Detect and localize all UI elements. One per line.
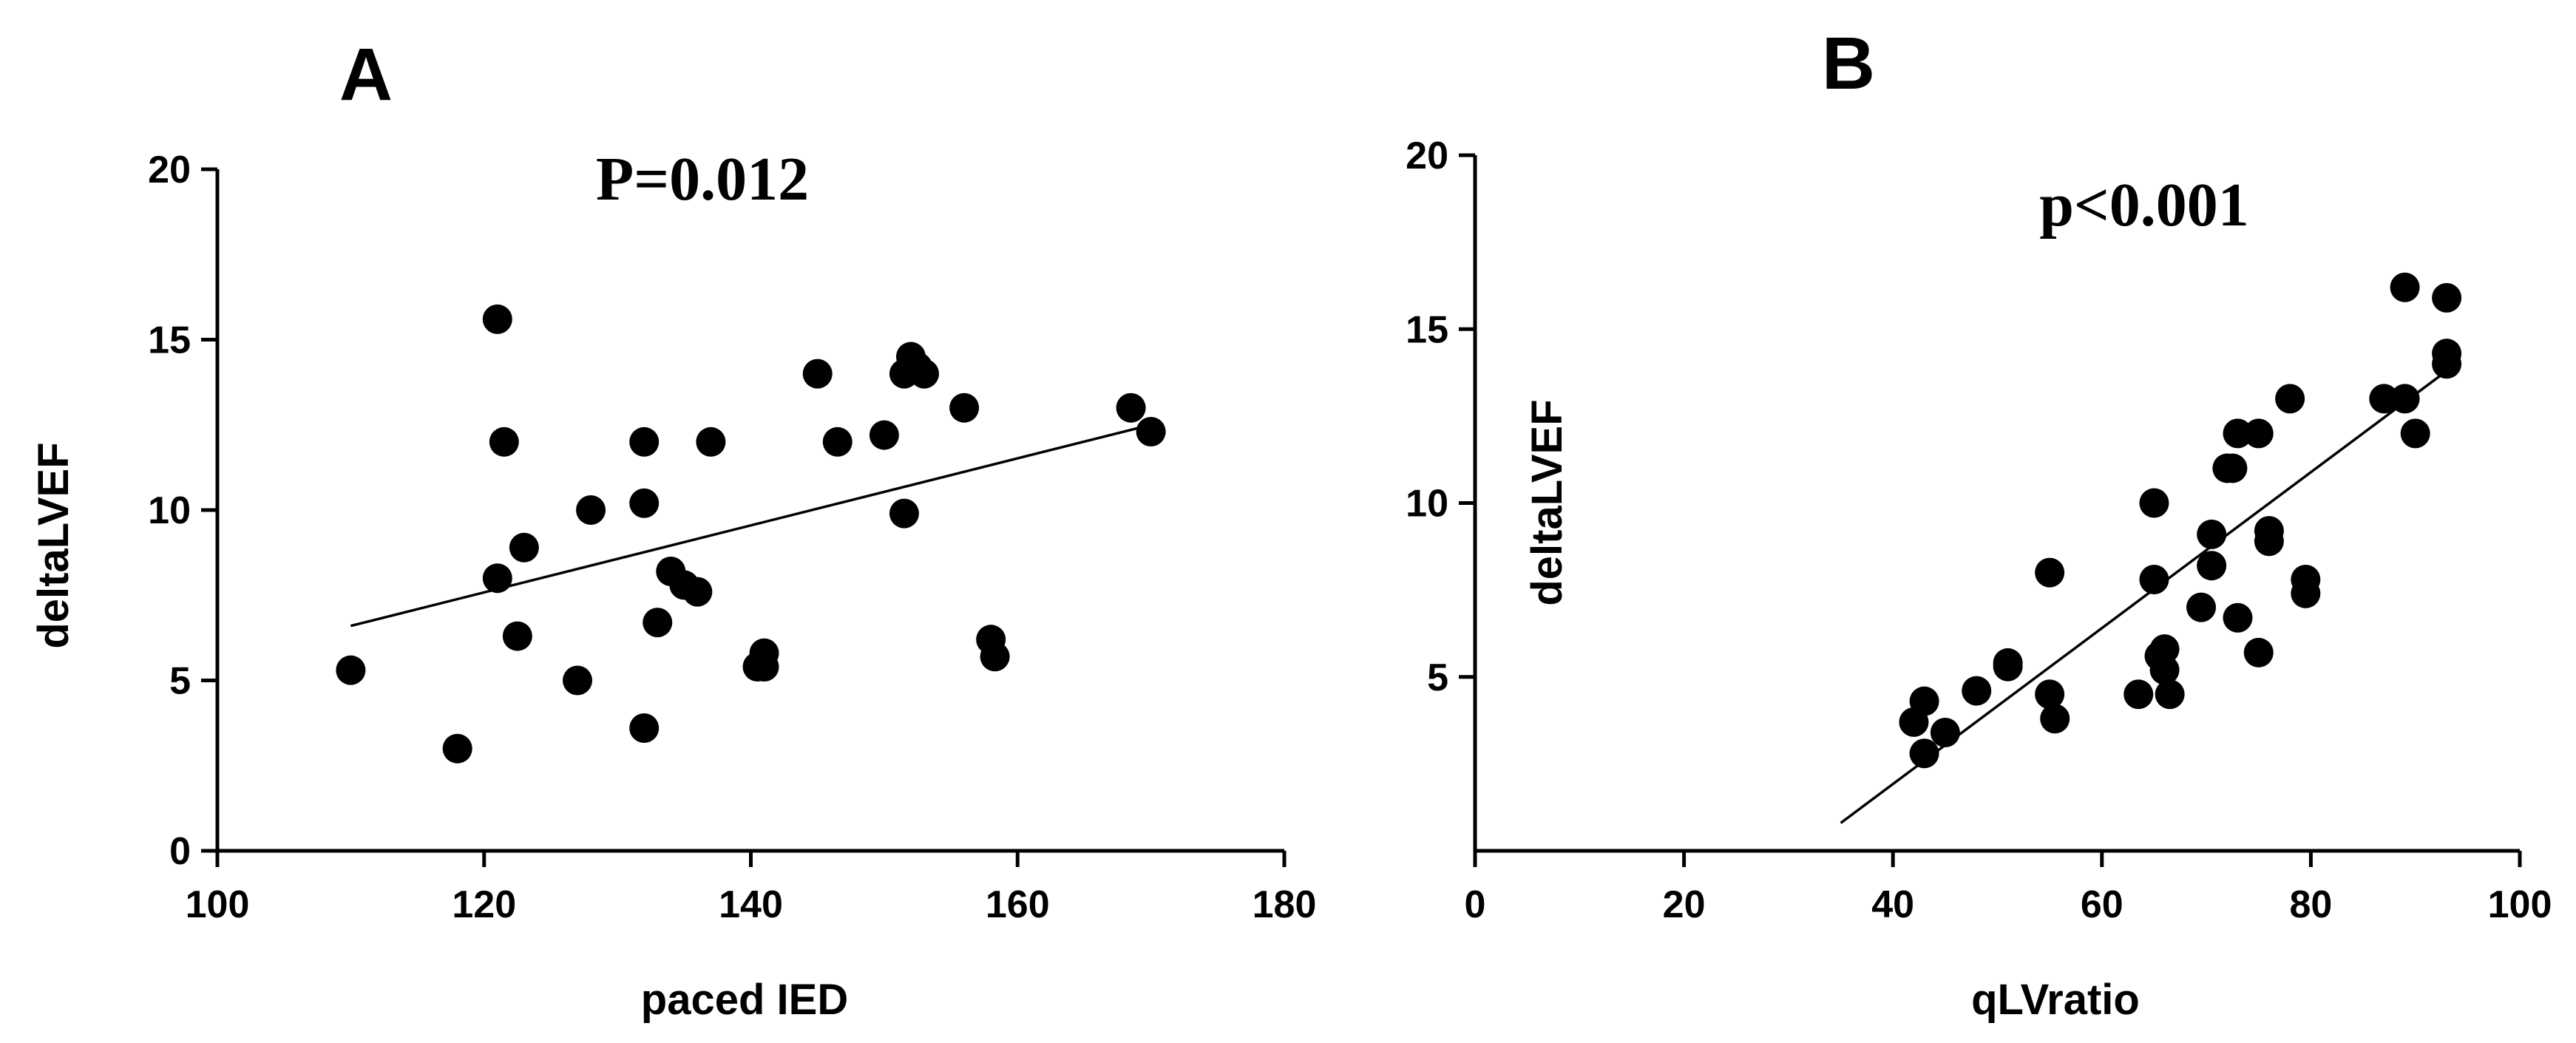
panel-b-p-value: p<0.001: [2039, 171, 2249, 239]
panel-a-y-axis-title: deltaLVEF: [30, 442, 78, 648]
panel-b-data-point: [2155, 679, 2185, 710]
panel-a-x-tick-label: 100: [186, 883, 250, 926]
panel-b-x-tick-label: 60: [2081, 883, 2123, 926]
panel-a-data-point: [889, 498, 919, 529]
panel-a-data-point: [502, 621, 532, 651]
panel-b-y-tick-label: 5: [1427, 656, 1448, 699]
panel-b-data-point: [2275, 384, 2305, 414]
panel-a-y-tick-label: 20: [148, 149, 191, 191]
panel-b-y-tick-label: 20: [1406, 135, 1448, 177]
panel-b-data-point: [2432, 349, 2462, 379]
panel-b-regression-line: [1840, 370, 2448, 824]
panel-b-x-tick-label: 0: [1465, 883, 1486, 926]
panel-b-data-point: [2291, 578, 2321, 608]
panel-a-label: A: [339, 33, 393, 116]
panel-a-data-point: [629, 427, 660, 457]
panel-a-x-tick-label: 140: [719, 883, 783, 926]
panel-a-data-point: [869, 420, 899, 450]
panel-b-y-tick-label: 10: [1406, 483, 1448, 526]
panel-b-data-point: [1909, 686, 1939, 716]
panel-b-scatter-plot: B p<0.001 qLVratio deltaLVEF 5 10 15 20 0 20 4…: [1406, 22, 2552, 1024]
panel-b-data-point: [2390, 272, 2420, 302]
panel-a-data-point: [682, 577, 713, 607]
panel-b-data-point: [2432, 282, 2462, 313]
panel-b-data-point: [2390, 384, 2420, 414]
panel-b-data-point: [1930, 718, 1960, 748]
panel-b-x-tick-label: 40: [1871, 883, 1914, 926]
panel-a-y-tick-label: 10: [148, 489, 191, 532]
panel-b-data-point: [2400, 418, 2430, 449]
panel-a-x-tick-label: 120: [452, 883, 516, 926]
panel-a-data-point: [509, 532, 539, 563]
panel-a-data-point: [482, 304, 512, 334]
panel-a-data-point: [489, 427, 519, 457]
panel-a-data-point: [629, 488, 660, 518]
panel-b-data-point: [2186, 592, 2217, 622]
panel-a-data-point: [1116, 393, 1146, 423]
panel-a-data-point: [442, 733, 472, 764]
panel-a-data-point: [482, 563, 512, 594]
panel-b-y-axis-title: deltaLVEF: [1523, 399, 1571, 605]
panel-a-data-point: [980, 642, 1010, 672]
panel-b-data-point: [1962, 676, 1992, 706]
panel-b-data-point: [2123, 679, 2154, 710]
panel-a-data-point: [1136, 416, 1166, 446]
panel-b-data-point: [2197, 551, 2227, 581]
panel-a-data-point: [563, 665, 593, 696]
panel-a-x-tick-label: 160: [986, 883, 1050, 926]
panel-a-data-point: [643, 608, 673, 638]
panel-b-data-point: [1993, 648, 2023, 678]
panel-a-data-point: [749, 652, 779, 682]
panel-b-x-axis-title: qLVratio: [1971, 976, 2140, 1024]
panel-a-data-point: [576, 495, 606, 525]
panel-b-data-point: [2243, 637, 2274, 667]
panel-b-data-point: [2139, 488, 2169, 518]
panel-a-data-point: [822, 427, 853, 457]
panel-b-data-point: [2197, 519, 2227, 549]
panel-b-data-point: [2223, 418, 2253, 449]
panel-b-data-point: [2254, 526, 2284, 557]
panel-a-x-tick-label: 180: [1253, 883, 1317, 926]
panel-b-data-point: [2149, 634, 2180, 665]
panel-a-data-point: [802, 359, 833, 389]
panel-a-x-axis-title: paced IED: [641, 976, 848, 1024]
panel-b-data-point: [2243, 418, 2274, 449]
panel-a-data-point: [949, 393, 980, 423]
panel-b-label: B: [1822, 22, 1875, 105]
panel-b-data-point: [2035, 557, 2065, 588]
panel-b-data-point: [2217, 453, 2248, 483]
panel-a-data-point: [696, 427, 726, 457]
panel-b-data-point: [2149, 655, 2180, 685]
panel-a-y-tick-label: 15: [148, 319, 191, 362]
panel-b-data-point: [1909, 738, 1939, 769]
panel-b-data-point: [2040, 704, 2070, 734]
panel-b-x-tick-label: 100: [2488, 883, 2552, 926]
panel-b-data-point: [2223, 602, 2253, 633]
panel-b-data-point: [2369, 384, 2399, 414]
panel-a-data-point: [629, 713, 660, 744]
panel-b-data-point: [2035, 679, 2065, 710]
panel-a-data-point: [336, 655, 366, 685]
panel-b-x-tick-label: 80: [2289, 883, 2332, 926]
panel-a-scatter-plot: A P=0.012 paced IED deltaLVEF 0 5 10 15 20 10…: [30, 33, 1316, 1024]
panel-b-x-tick-label: 20: [1663, 883, 1706, 926]
panel-a-y-tick-label: 0: [169, 830, 191, 873]
panel-b-data-point: [2139, 565, 2169, 595]
panel-a-y-tick-label: 5: [169, 660, 191, 703]
panel-a-p-value: P=0.012: [596, 145, 809, 214]
panel-a-regression-line: [350, 424, 1152, 628]
panel-b-y-tick-label: 15: [1406, 308, 1448, 351]
panel-a-data-point: [909, 359, 939, 389]
